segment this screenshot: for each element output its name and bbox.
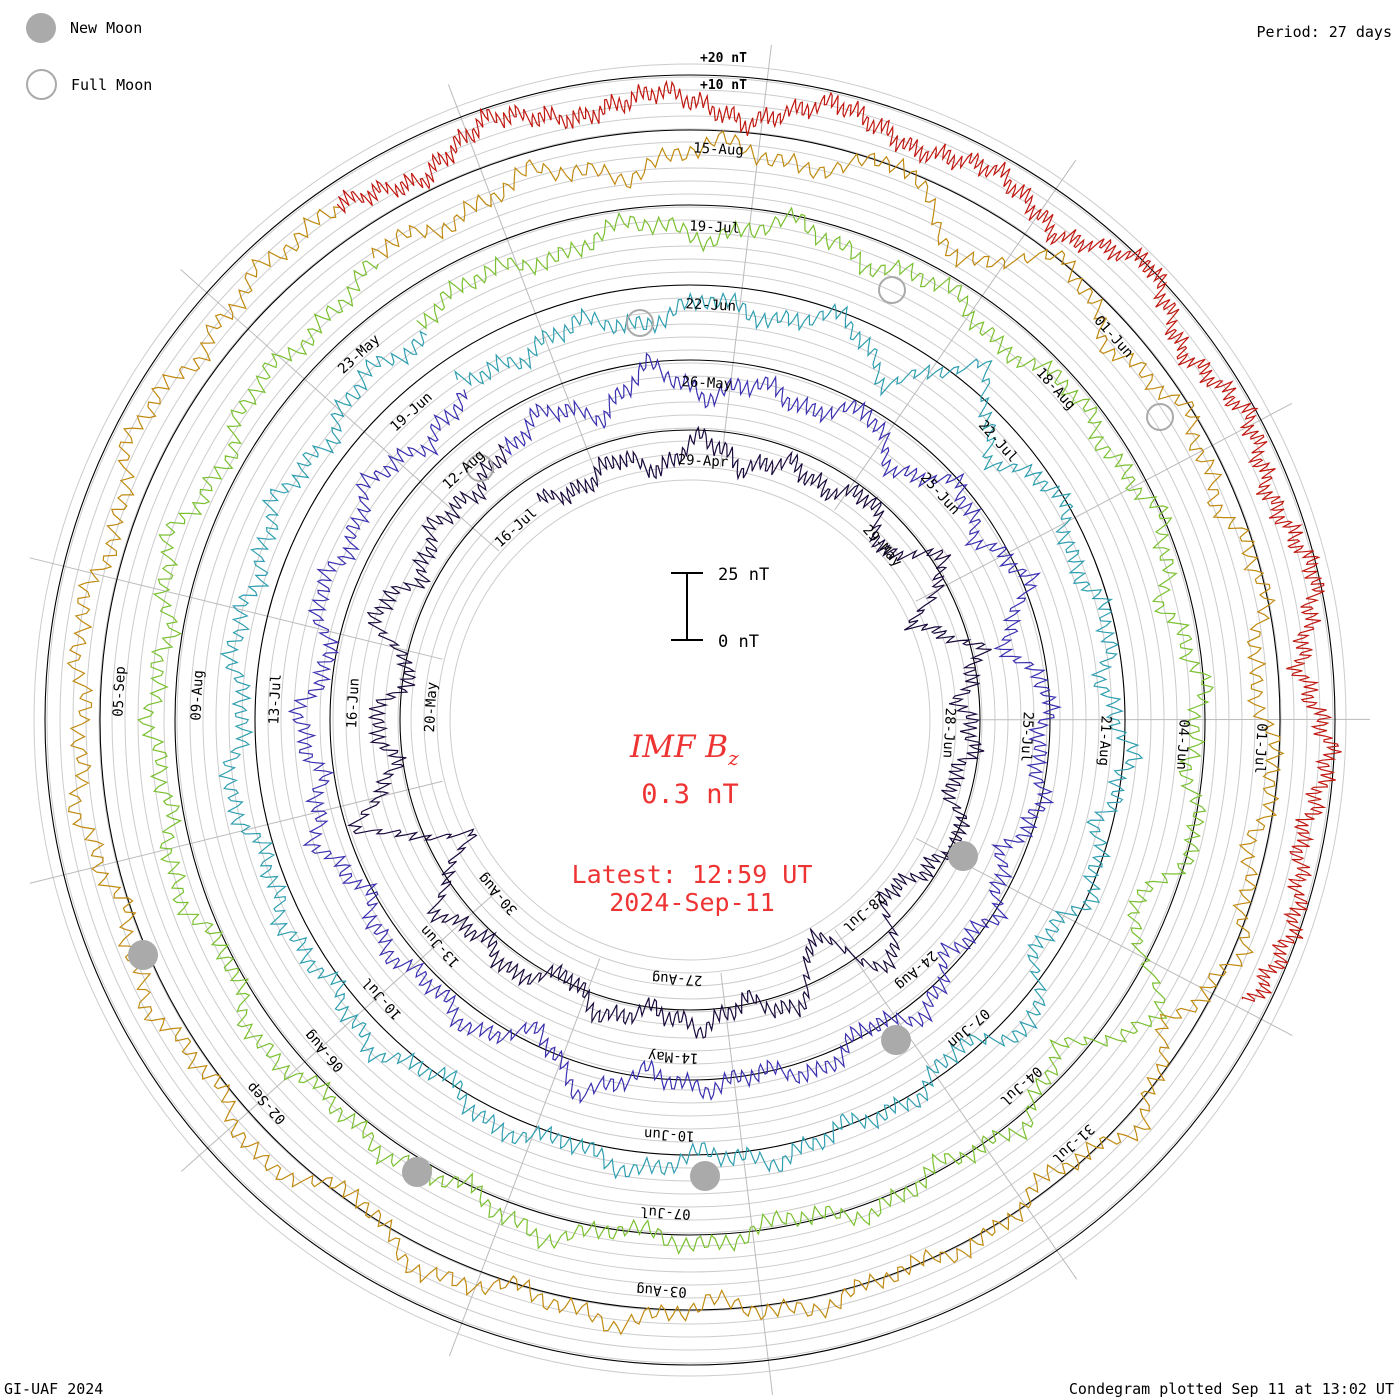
grid-spoke xyxy=(720,44,772,467)
grid-spoke xyxy=(834,929,1078,1280)
date-label: 26-May xyxy=(681,374,732,393)
grid-spoke xyxy=(448,958,601,1357)
grid-ring xyxy=(397,427,983,1013)
center-title: IMF Bz xyxy=(629,729,739,770)
zero-baseline-ring xyxy=(44,74,1336,1366)
grid-spoke xyxy=(915,403,1293,602)
series-group xyxy=(66,79,1342,1336)
credit-label: GI-UAF 2024 xyxy=(4,1380,104,1398)
grid-spoke xyxy=(181,888,500,1172)
grid-ring xyxy=(436,466,944,974)
date-label: 04-Jun xyxy=(1173,719,1192,770)
zero-baseline-ring xyxy=(174,204,1206,1236)
date-label: 10-Jul xyxy=(359,974,405,1022)
date-label: 21-Aug xyxy=(1095,715,1114,766)
date-label: 29-May xyxy=(859,522,905,570)
new-moon-marker xyxy=(402,1157,432,1187)
date-label: 28-Jul xyxy=(840,889,888,935)
zero-baseline-ring xyxy=(254,284,1126,1156)
date-label: 19-Jun xyxy=(387,389,435,435)
latest-time: Latest: 12:59 UT xyxy=(572,860,813,889)
full-moon-marker xyxy=(878,276,906,304)
date-label: 28-Jun xyxy=(939,707,958,758)
full-moon-marker xyxy=(626,309,654,337)
date-label: 13-Jul xyxy=(266,674,285,725)
date-label: 16-Jul xyxy=(492,505,540,551)
grid-spokes xyxy=(29,44,1371,1396)
latest-date: 2024-Sep-11 xyxy=(609,888,775,917)
legend-full-moon: Full Moon xyxy=(26,69,152,100)
grid-ring xyxy=(371,401,1009,1039)
scale-bar-bottom-label: 0 nT xyxy=(718,632,759,652)
grid-ring xyxy=(33,63,1347,1377)
date-label: 23-May xyxy=(335,332,383,378)
date-label: 19-Jul xyxy=(689,218,740,237)
grid-ring xyxy=(384,414,996,1026)
date-label: 09-Aug xyxy=(188,670,207,721)
new-moon-marker xyxy=(690,1161,720,1191)
series-line-5 xyxy=(66,130,1285,1336)
grid-ring xyxy=(59,89,1321,1351)
full-moon-marker xyxy=(1146,403,1174,431)
grid-ring xyxy=(46,76,1334,1364)
current-value: 0.3 nT xyxy=(641,779,739,810)
date-label: 03-Aug xyxy=(636,1281,687,1300)
zero-baseline-ring xyxy=(399,429,981,1011)
date-label: 15-Aug xyxy=(693,140,744,159)
date-label: 22-Jul xyxy=(975,417,1021,465)
series-line-6 xyxy=(336,79,1342,1003)
series-line-1 xyxy=(347,425,992,1039)
grid-ring xyxy=(85,115,1295,1325)
grid-spoke xyxy=(29,780,443,884)
grid-ring xyxy=(332,362,1048,1078)
plotted-label: Condegram plotted Sep 11 at 13:02 UT xyxy=(1068,1380,1394,1398)
full-moon-marker xyxy=(466,454,494,482)
baseline-rings xyxy=(44,74,1336,1366)
series-line-4 xyxy=(137,206,1215,1256)
new-moon-marker xyxy=(881,1025,911,1055)
series-line-2 xyxy=(287,352,1062,1105)
grid-ring xyxy=(358,388,1022,1052)
new-moon-icon xyxy=(26,13,56,43)
grid-ring xyxy=(449,479,931,961)
date-label: 07-Jul xyxy=(640,1203,691,1222)
outer-scale-10: +10 nT xyxy=(700,78,747,93)
date-label: 27-Aug xyxy=(651,969,702,988)
new-moon-marker xyxy=(948,841,978,871)
legend-new-moon: New Moon xyxy=(26,13,142,43)
moon-markers xyxy=(128,276,1174,1191)
center-title-main: IMF B xyxy=(629,729,728,765)
grid-spoke xyxy=(720,973,774,1396)
legend-new-moon-label: New Moon xyxy=(70,19,143,37)
full-moon-icon xyxy=(26,69,57,100)
grid-spoke xyxy=(915,837,1293,1036)
date-label: 30-Aug xyxy=(475,870,521,918)
date-label: 02-Sep xyxy=(244,1079,290,1127)
zero-baseline-ring xyxy=(99,129,1281,1311)
legend-full-moon-label: Full Moon xyxy=(71,75,153,94)
date-label: 05-Sep xyxy=(110,666,129,717)
date-label: 25-Jul xyxy=(1017,711,1036,762)
date-label: 14-May xyxy=(648,1047,699,1066)
grid-ring xyxy=(72,102,1308,1338)
date-label: 20-May xyxy=(422,681,441,732)
date-label: 01-Jul xyxy=(1251,723,1270,774)
scale-bar: 25 nT 0 nT xyxy=(671,565,769,652)
date-label: 22-Jun xyxy=(685,296,736,315)
outer-scale-20: +20 nT xyxy=(700,51,747,66)
grid-spoke xyxy=(834,159,1077,511)
date-label: 18-Aug xyxy=(1033,365,1079,413)
series-line-3 xyxy=(217,291,1144,1180)
date-label: 06-Aug xyxy=(302,1027,348,1075)
center-title-sub: z xyxy=(727,746,739,770)
new-moon-marker xyxy=(128,940,158,970)
date-label: 10-Jun xyxy=(644,1125,695,1144)
scale-bar-top-label: 25 nT xyxy=(718,565,769,585)
date-label: 29-Apr xyxy=(677,452,728,471)
date-label: 16-Jun xyxy=(344,678,363,729)
period-label: Period: 27 days xyxy=(1256,23,1392,41)
